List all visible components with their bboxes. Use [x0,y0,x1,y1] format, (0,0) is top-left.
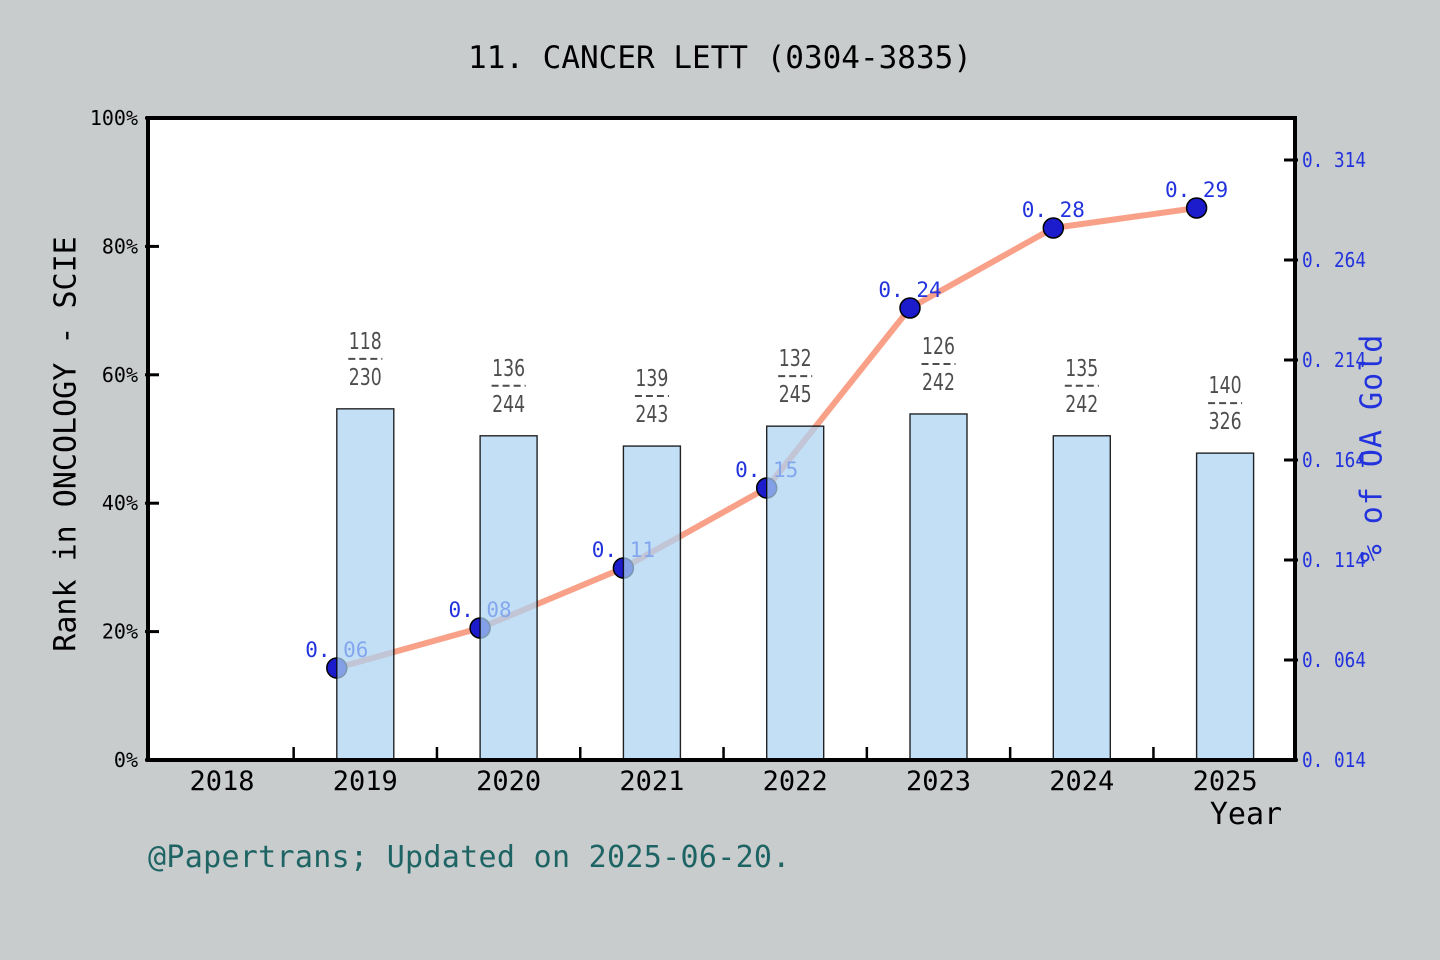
point-value-label: 0. 29 [1165,178,1228,202]
rank-bar [1052,435,1112,761]
year-tick-label: 2022 [763,766,828,797]
right-tick-label: 0. 214 [1302,348,1366,372]
point-value-label: 0. 28 [1022,198,1085,222]
rank-bar [766,425,825,761]
line-marker [1042,217,1065,239]
rank-bar [622,445,682,761]
right-tick-label: 0. 114 [1302,548,1366,572]
left-tick-label: 60% [102,363,138,387]
fraction-denominator: 242 [1065,392,1098,418]
fraction-denominator: 244 [492,392,525,418]
fraction-numerator: 140 [1209,373,1242,399]
right-tick-label: 0. 264 [1302,248,1366,272]
year-tick-label: 2019 [333,766,398,797]
fraction-numerator: 136 [492,356,525,382]
fraction-denominator: 245 [779,382,812,408]
year-tick-label: 2020 [476,766,541,797]
fraction-numerator: 132 [779,346,812,372]
line-marker [899,297,921,319]
left-tick-label: 0% [114,748,138,772]
fraction-denominator: 242 [922,370,955,396]
fraction-numerator: 135 [1065,356,1098,382]
year-tick-label: 2024 [1049,766,1114,797]
rank-bar [479,435,538,761]
left-tick-label: 20% [102,620,138,644]
fraction-numerator: 118 [349,329,382,355]
right-tick-label: 0. 314 [1302,148,1366,172]
chart-title: 11. CANCER LETT (0304-3835) [468,40,972,76]
plot-frame [146,116,1297,762]
fraction-denominator: 243 [635,402,668,428]
fraction-numerator: 139 [635,366,668,392]
left-tick-label: 80% [102,234,138,258]
fraction-numerator: 126 [922,334,955,360]
fraction-denominator: 230 [349,365,382,391]
rank-bar [336,408,395,761]
fraction-denominator: 326 [1209,409,1242,435]
rank-bar [909,413,968,761]
year-tick-label: 2023 [906,766,971,797]
left-tick-label: 100% [90,106,138,130]
right-tick-label: 0. 064 [1302,648,1366,672]
point-value-label: 0. 24 [878,278,941,302]
year-tick-label: 2025 [1193,766,1258,797]
right-tick-label: 0. 164 [1302,448,1366,472]
right-tick-label: 0. 014 [1302,748,1366,772]
x-axis-title: Year [1210,797,1282,832]
plot-area [148,118,1295,760]
watermark-annotation: @Papertrans; Updated on 2025-06-20. [148,840,791,875]
rank-bar [1195,452,1255,761]
left-tick-label: 40% [102,491,138,515]
line-marker [1185,197,1208,219]
year-tick-label: 2018 [189,766,254,797]
year-tick-label: 2021 [619,766,684,797]
